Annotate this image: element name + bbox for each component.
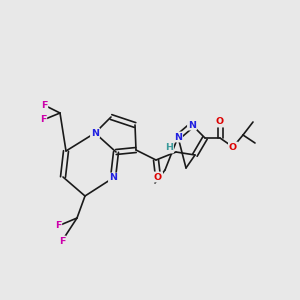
Text: N: N: [109, 173, 117, 182]
Text: F: F: [40, 116, 46, 124]
Text: N: N: [188, 121, 196, 130]
Text: F: F: [55, 221, 61, 230]
Text: N: N: [91, 128, 99, 137]
Text: O: O: [216, 118, 224, 127]
Text: H: H: [165, 143, 173, 152]
Text: F: F: [41, 100, 47, 109]
Text: O: O: [229, 142, 237, 152]
Text: O: O: [154, 172, 162, 182]
Text: F: F: [59, 236, 65, 245]
Text: N: N: [174, 133, 182, 142]
